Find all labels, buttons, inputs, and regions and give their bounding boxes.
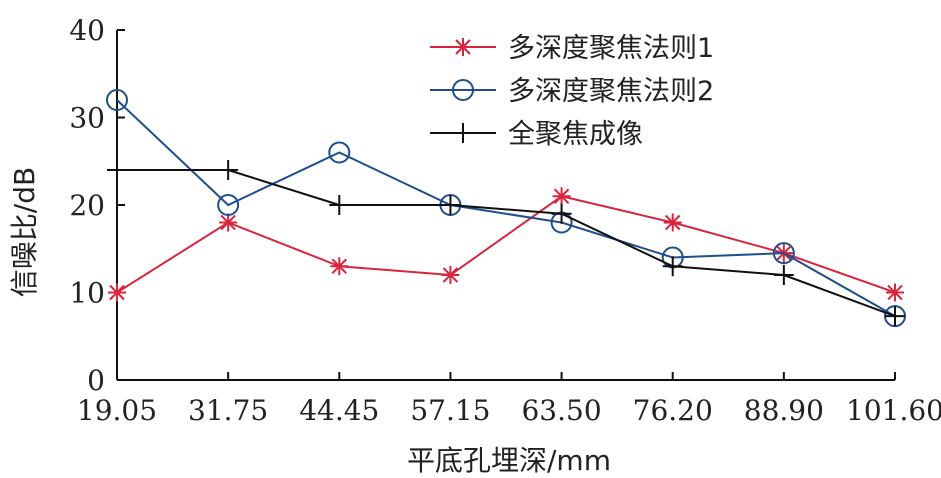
x-tick-label: 76.20: [633, 394, 713, 427]
series-2-line: [116, 99, 896, 317]
y-tick-label: 20: [69, 189, 105, 222]
series-2-point: [328, 141, 351, 164]
legend-label: 多深度聚焦法则2: [508, 76, 714, 107]
x-tick-label: 19.05: [77, 394, 157, 427]
x-tick-label: 63.50: [521, 394, 601, 427]
series-3-point: [440, 195, 461, 215]
axes: 0 10 20 30 40 19.05 31.75 44.45 57.15 63.50 76.20 8…: [69, 14, 941, 427]
y-tick-label: 0: [87, 364, 105, 397]
x-axis-label: 平底孔埋深/mm: [407, 444, 611, 477]
series-3-point: [329, 195, 350, 215]
x-tick-label: 57.15: [410, 394, 490, 427]
y-tick-label: 40: [69, 14, 105, 47]
legend-label: 全聚焦成像: [508, 119, 643, 150]
legend-marker: [454, 38, 472, 56]
series-1-point: [330, 257, 349, 276]
y-axis-label: 信噪比/dB: [8, 167, 41, 297]
series-3-point: [885, 306, 905, 327]
legend: 多深度聚焦法则1 多深度聚焦法则2 全聚焦成像: [430, 33, 714, 150]
x-tick-label: 88.90: [744, 394, 824, 427]
series-2: [106, 89, 906, 328]
series-1-point: [441, 266, 460, 284]
series-1-point: [886, 283, 904, 302]
series-3: [107, 160, 905, 327]
legend-item-2: 多深度聚焦法则2: [430, 76, 714, 107]
legend-marker: [452, 79, 474, 101]
series-3-line: [117, 169, 896, 318]
series-1: [108, 187, 904, 302]
x-tick-label: 101.60: [846, 394, 941, 427]
x-tick-label: 44.45: [299, 394, 379, 427]
series-2-point: [106, 89, 128, 111]
x-tick-label: 31.75: [188, 394, 268, 427]
legend-label: 多深度聚焦法则1: [508, 33, 714, 64]
series-1-point: [663, 213, 682, 232]
legend-item-1: 多深度聚焦法则1: [430, 33, 714, 64]
series-1-point: [219, 213, 238, 232]
series-2-point: [772, 242, 795, 265]
series-1-point: [108, 283, 126, 302]
y-tick-label: 10: [69, 277, 105, 310]
series-3-point: [773, 265, 794, 285]
y-tick-label: 30: [69, 102, 105, 135]
series-3-point: [107, 160, 127, 180]
legend-marker: [453, 123, 473, 143]
series-1-line: [116, 195, 896, 294]
series-1-point: [552, 187, 571, 206]
series-3-point: [218, 160, 239, 180]
series-2-point: [217, 194, 240, 216]
legend-item-3: 全聚焦成像: [430, 119, 643, 150]
series-3-point: [551, 203, 572, 224]
series-3-point: [662, 256, 683, 277]
series-layer: [106, 89, 906, 328]
